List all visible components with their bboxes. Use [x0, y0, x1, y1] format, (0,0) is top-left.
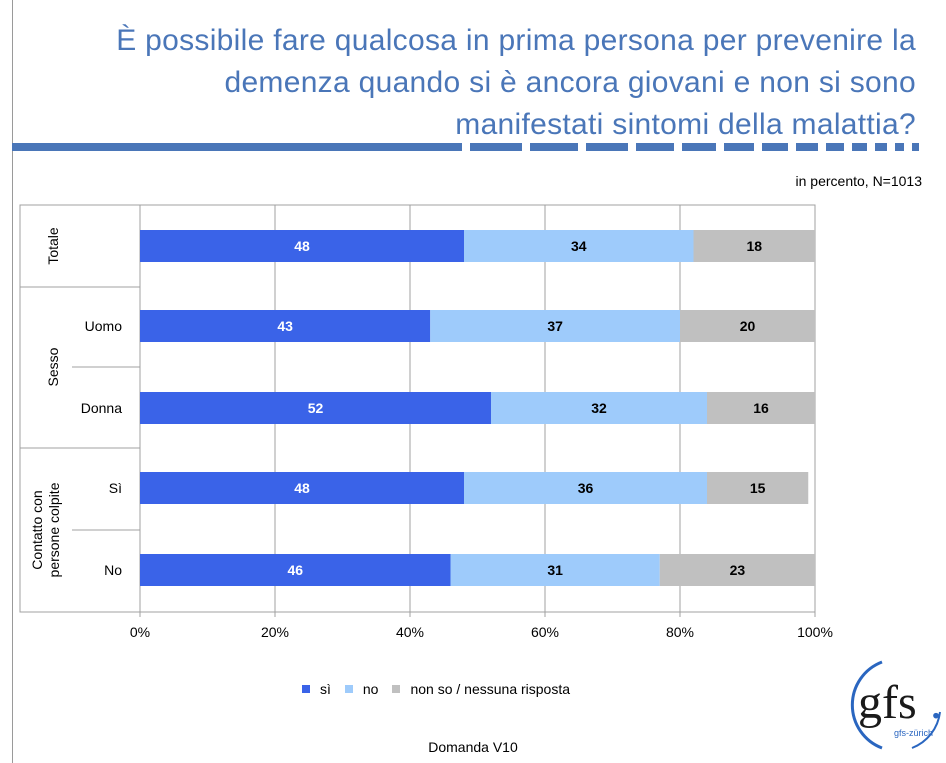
legend-swatch-non-so [392, 685, 401, 693]
bar-segment [707, 472, 809, 504]
group-label: Contatto conpersone colpite [29, 482, 62, 577]
bar-segment [707, 392, 815, 424]
data-label: 18 [746, 238, 762, 254]
x-tick-label: 0% [130, 624, 150, 640]
bar-segment [140, 230, 464, 262]
bar-segment [140, 310, 431, 342]
chart-subtitle: in percento, N=1013 [795, 173, 922, 189]
title-line-3: manifestati sintomi della malattia? [455, 108, 916, 141]
group-label-line: Sesso [45, 347, 61, 386]
legend-item-no: no [344, 681, 379, 697]
legend-swatch-no [344, 685, 353, 693]
bar-segment [430, 310, 680, 342]
bar-segment [464, 230, 694, 262]
legend-label-si: sì [320, 681, 331, 697]
chart-title: È possibile fare qualcosa in prima perso… [36, 20, 916, 146]
group-label: Sesso [45, 347, 61, 386]
data-label: 48 [294, 480, 310, 496]
x-tick-label: 100% [797, 624, 833, 640]
data-label: 46 [287, 562, 303, 578]
legend-label-non-so: non so / nessuna risposta [410, 681, 571, 697]
data-label: 16 [753, 400, 769, 416]
bar-segment [693, 230, 815, 262]
group-label-line: Contatto con [29, 490, 45, 569]
bar-segment [659, 554, 815, 586]
bar-segment [491, 392, 707, 424]
chart-legend: sì no non so / nessuna risposta [302, 681, 584, 697]
x-tick-label: 80% [666, 624, 694, 640]
row-label: Sì [109, 480, 122, 496]
data-label: 32 [591, 400, 607, 416]
frame-left-border [12, 0, 13, 763]
title-divider [12, 143, 919, 151]
legend-swatch-si [302, 685, 310, 693]
bar-segment [140, 472, 464, 504]
bar-segment [140, 392, 491, 424]
group-label-line: Totale [45, 227, 61, 265]
row-label: Uomo [85, 318, 123, 334]
question-code: Domanda V10 [428, 739, 518, 755]
data-label: 20 [740, 318, 756, 334]
group-label: Totale [45, 227, 61, 265]
legend-item-non-so: non so / nessuna risposta [392, 681, 570, 697]
bar-segment [450, 554, 660, 586]
data-label: 34 [571, 238, 587, 254]
svg-text:.: . [930, 676, 942, 729]
title-line-2: demenza quando si è ancora giovani e non… [224, 66, 916, 99]
bar-segment [680, 310, 815, 342]
title-line-1: È possibile fare qualcosa in prima perso… [116, 24, 916, 57]
x-tick-label: 20% [261, 624, 289, 640]
data-label: 23 [730, 562, 746, 578]
svg-text:gfs-zürich: gfs-zürich [894, 728, 933, 738]
bar-segment [140, 554, 451, 586]
legend-item-si: sì [302, 681, 331, 697]
x-tick-label: 60% [531, 624, 559, 640]
data-label: 36 [578, 480, 594, 496]
data-label: 52 [308, 400, 324, 416]
group-label-line: persone colpite [46, 482, 62, 577]
legend-label-no: no [362, 681, 379, 697]
data-label: 31 [547, 562, 563, 578]
x-tick-label: 40% [396, 624, 424, 640]
stacked-bar-chart: 0% 20% 40% 60% 80% 100% Totale Sesso Contatto co… [19, 204, 833, 640]
bar-segment [464, 472, 707, 504]
row-label: Donna [81, 400, 122, 416]
svg-text:gfs: gfs [858, 676, 917, 729]
data-label: 48 [294, 238, 310, 254]
data-label: 15 [750, 480, 766, 496]
gfs-logo: gfs . gfs-zürich [850, 660, 942, 750]
row-label: No [104, 562, 122, 578]
data-label: 37 [547, 318, 563, 334]
data-label: 43 [277, 318, 293, 334]
